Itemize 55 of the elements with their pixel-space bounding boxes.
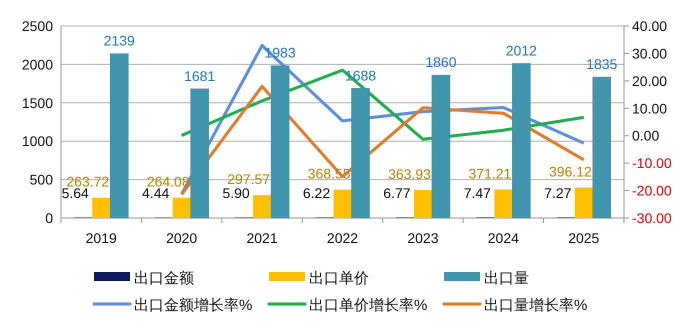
x-tick-label: 2022	[326, 230, 358, 246]
legend-label: 出口量	[484, 270, 529, 287]
data-label: 7.27	[544, 185, 572, 201]
x-tick-label: 2024	[488, 230, 520, 246]
bar	[172, 198, 191, 218]
x-tick-label: 2021	[246, 230, 278, 246]
data-label: 2139	[104, 32, 135, 49]
bar	[190, 88, 209, 218]
y-tick-label: 0	[45, 210, 54, 226]
data-label: 6.22	[302, 185, 330, 201]
bar	[253, 195, 272, 218]
y2-tick-label: 30.00	[632, 45, 668, 62]
y2-tick-label: -10.00	[632, 155, 672, 172]
legend-label: 出口单价增长率%	[309, 297, 428, 314]
data-label: 297.57	[227, 171, 270, 188]
data-label: 396.12	[548, 164, 592, 180]
bar	[92, 198, 110, 218]
y-tick-label: 500	[30, 172, 54, 188]
bar	[592, 76, 612, 218]
data-label: 1835	[586, 56, 618, 72]
legend-label: 出口金额	[134, 270, 194, 287]
legend-label: 出口单价	[309, 270, 369, 287]
y-tick-label: 1000	[22, 133, 54, 150]
x-tick-label: 2020	[166, 230, 198, 246]
x-tick-label: 2023	[407, 230, 439, 246]
bar	[432, 74, 450, 218]
y-tick-label: 1500	[22, 94, 54, 111]
bar	[110, 53, 128, 218]
bar	[574, 188, 593, 218]
data-label: 7.47	[464, 185, 492, 201]
y2-tick-label: 10.00	[632, 100, 668, 116]
legend-label: 出口量增长率%	[484, 297, 588, 314]
y2-tick-label: 40.00	[632, 18, 668, 34]
y-tick-label: 2500	[22, 18, 54, 34]
y2-tick-label: -20.00	[632, 182, 672, 199]
bar	[270, 65, 290, 218]
y-tick-label: 2000	[22, 56, 54, 72]
bar	[351, 88, 370, 218]
bar	[414, 190, 432, 218]
bar	[334, 190, 352, 218]
data-label: 5.90	[222, 185, 250, 201]
data-label: 363.93	[388, 166, 432, 182]
y2-tick-label: 20.00	[632, 72, 668, 89]
data-label: 2012	[506, 42, 538, 58]
data-label: 1860	[425, 54, 457, 70]
y2-tick-label: -30.00	[632, 210, 672, 226]
data-label: 1681	[184, 68, 216, 84]
legend-label: 出口金额增长率%	[134, 297, 252, 314]
x-tick-label: 2019	[86, 230, 117, 246]
bar	[494, 189, 512, 218]
data-label: 6.77	[383, 185, 411, 201]
y2-tick-label: 0.00	[632, 128, 660, 144]
bar	[512, 63, 531, 218]
x-tick-label: 2025	[568, 230, 600, 246]
data-label: 371.21	[468, 165, 512, 182]
